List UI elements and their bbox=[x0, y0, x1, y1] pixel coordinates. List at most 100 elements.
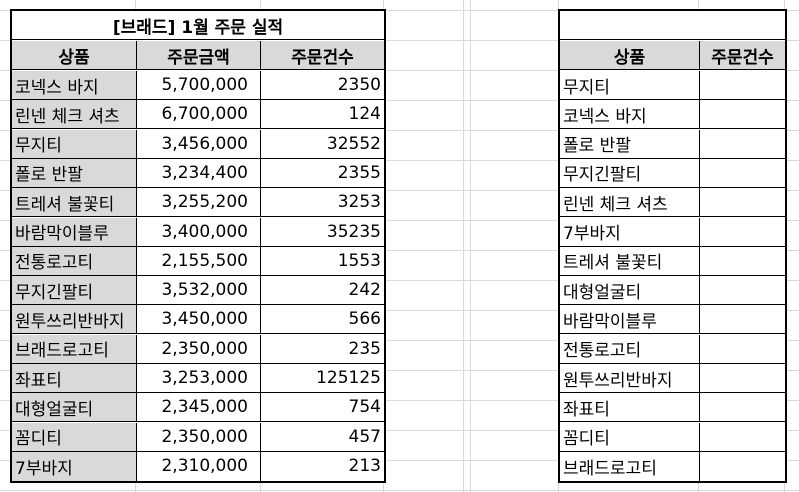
header-row: 상품 주문금액 주문건수 bbox=[12, 41, 384, 70]
table-row: 7부바지 2,310,000 213 bbox=[12, 451, 384, 481]
header-product[interactable]: 상품 bbox=[12, 41, 137, 70]
product-cell[interactable]: 대형얼굴티 bbox=[560, 276, 700, 306]
count-cell[interactable]: 1553 bbox=[261, 247, 384, 276]
count-cell[interactable]: 125125 bbox=[261, 364, 384, 393]
amount-cell[interactable]: 2,310,000 bbox=[137, 451, 261, 481]
count-cell[interactable]: 3253 bbox=[261, 188, 384, 218]
product-cell[interactable]: 트레셔 불꽃티 bbox=[560, 246, 700, 276]
product-cell[interactable]: 꼼디티 bbox=[560, 422, 700, 452]
product-cell[interactable]: 전통로고티 bbox=[560, 334, 700, 364]
table-row: 바람막이블루 3,400,000 35235 bbox=[12, 217, 384, 247]
count-cell[interactable] bbox=[700, 71, 785, 100]
product-cell[interactable]: 폴로 반팔 bbox=[12, 158, 137, 188]
count-cell[interactable] bbox=[700, 305, 785, 335]
amount-cell[interactable]: 2,155,500 bbox=[137, 246, 261, 276]
right-lookup-table: 상품 주문건수 무지티 코넥스 바지 폴로 반팔 무지긴팔티 린넨 체크 셔츠 7부바지 트… bbox=[558, 9, 787, 483]
product-cell[interactable]: 코넥스 바지 bbox=[560, 100, 700, 130]
table-title[interactable]: [브래드] 1월 주문 실적 bbox=[12, 11, 384, 40]
count-cell[interactable] bbox=[700, 423, 785, 452]
amount-cell[interactable]: 3,255,200 bbox=[137, 188, 261, 218]
product-cell[interactable]: 무지티 bbox=[560, 71, 700, 100]
product-cell[interactable]: 린넨 체크 셔츠 bbox=[560, 188, 700, 218]
table-row: 트레셔 불꽃티 bbox=[560, 246, 785, 276]
count-cell[interactable] bbox=[700, 364, 785, 393]
count-cell[interactable]: 754 bbox=[261, 393, 384, 423]
product-cell[interactable]: 무지긴팔티 bbox=[12, 276, 137, 306]
table-title-row: [브래드] 1월 주문 실적 bbox=[12, 11, 384, 40]
count-cell[interactable]: 2355 bbox=[261, 159, 384, 188]
count-cell[interactable] bbox=[700, 247, 785, 276]
count-cell[interactable]: 242 bbox=[261, 276, 384, 306]
product-cell[interactable]: 꼼디티 bbox=[12, 422, 137, 452]
table-row: 폴로 반팔 bbox=[560, 129, 785, 159]
empty-title-row bbox=[560, 11, 785, 40]
header-amount[interactable]: 주문금액 bbox=[137, 41, 261, 70]
header-product[interactable]: 상품 bbox=[560, 41, 700, 70]
product-cell[interactable]: 7부바지 bbox=[12, 451, 137, 481]
product-cell[interactable]: 브래드로고티 bbox=[12, 334, 137, 364]
count-cell[interactable] bbox=[700, 159, 785, 188]
count-cell[interactable]: 566 bbox=[261, 305, 384, 335]
table-row: 대형얼굴티 bbox=[560, 276, 785, 306]
count-cell[interactable]: 457 bbox=[261, 423, 384, 452]
table-row: 무지긴팔티 3,532,000 242 bbox=[12, 276, 384, 306]
header-count[interactable]: 주문건수 bbox=[261, 41, 384, 70]
amount-cell[interactable]: 3,400,000 bbox=[137, 217, 261, 247]
amount-cell[interactable]: 3,234,400 bbox=[137, 158, 261, 188]
amount-cell[interactable]: 3,450,000 bbox=[137, 305, 261, 335]
count-cell[interactable] bbox=[700, 452, 785, 481]
count-cell[interactable] bbox=[700, 218, 785, 247]
count-cell[interactable]: 124 bbox=[261, 100, 384, 130]
table-row: 전통로고티 bbox=[560, 334, 785, 364]
amount-cell[interactable]: 2,350,000 bbox=[137, 334, 261, 364]
product-cell[interactable]: 전통로고티 bbox=[12, 246, 137, 276]
amount-cell[interactable]: 2,350,000 bbox=[137, 422, 261, 452]
count-cell[interactable] bbox=[700, 393, 785, 423]
product-cell[interactable]: 코넥스 바지 bbox=[12, 71, 137, 100]
table-row: 폴로 반팔 3,234,400 2355 bbox=[12, 158, 384, 188]
table-row: 무지티 3,456,000 32552 bbox=[12, 129, 384, 159]
table-row: 좌표티 3,253,000 125125 bbox=[12, 364, 384, 393]
table-row: 코넥스 바지 bbox=[560, 100, 785, 130]
product-cell[interactable]: 바람막이블루 bbox=[12, 217, 137, 247]
count-cell[interactable]: 35235 bbox=[261, 218, 384, 247]
product-cell[interactable]: 바람막이블루 bbox=[560, 305, 700, 335]
product-cell[interactable]: 좌표티 bbox=[560, 393, 700, 423]
product-cell[interactable]: 트레셔 불꽃티 bbox=[12, 188, 137, 218]
product-cell[interactable]: 무지티 bbox=[12, 129, 137, 159]
count-cell[interactable]: 32552 bbox=[261, 130, 384, 159]
empty-title-cell[interactable] bbox=[560, 11, 785, 40]
product-cell[interactable]: 원투쓰리반바지 bbox=[12, 305, 137, 335]
count-cell[interactable]: 235 bbox=[261, 335, 384, 364]
count-cell[interactable] bbox=[700, 335, 785, 364]
product-cell[interactable]: 브래드로고티 bbox=[560, 451, 700, 481]
amount-cell[interactable]: 6,700,000 bbox=[137, 100, 261, 130]
table-row: 바람막이블루 bbox=[560, 305, 785, 335]
product-cell[interactable]: 좌표티 bbox=[12, 364, 137, 393]
product-cell[interactable]: 무지긴팔티 bbox=[560, 158, 700, 188]
count-cell[interactable]: 2350 bbox=[261, 71, 384, 100]
amount-cell[interactable]: 3,532,000 bbox=[137, 276, 261, 306]
count-cell[interactable] bbox=[700, 276, 785, 306]
product-cell[interactable]: 린넨 체크 셔츠 bbox=[12, 100, 137, 130]
amount-cell[interactable]: 5,700,000 bbox=[137, 71, 261, 100]
table-row: 린넨 체크 셔츠 bbox=[560, 188, 785, 218]
count-cell[interactable] bbox=[700, 188, 785, 218]
table-row: 전통로고티 2,155,500 1553 bbox=[12, 246, 384, 276]
table-row: 코넥스 바지 5,700,000 2350 bbox=[12, 71, 384, 100]
table-row: 브래드로고티 bbox=[560, 451, 785, 481]
product-cell[interactable]: 원투쓰리반바지 bbox=[560, 364, 700, 393]
table-row: 좌표티 bbox=[560, 393, 785, 423]
count-cell[interactable]: 213 bbox=[348, 456, 381, 477]
header-count[interactable]: 주문건수 bbox=[700, 41, 785, 70]
amount-cell[interactable]: 2,345,000 bbox=[137, 393, 261, 423]
product-cell[interactable]: 대형얼굴티 bbox=[12, 393, 137, 423]
count-cell[interactable] bbox=[700, 100, 785, 130]
product-cell[interactable]: 폴로 반팔 bbox=[560, 129, 700, 159]
amount-cell[interactable]: 3,253,000 bbox=[137, 364, 261, 393]
count-cell[interactable] bbox=[700, 130, 785, 159]
amount-cell[interactable]: 3,456,000 bbox=[137, 129, 261, 159]
table-row: 브래드로고티 2,350,000 235 bbox=[12, 334, 384, 364]
product-cell[interactable]: 7부바지 bbox=[560, 217, 700, 247]
table-row: 린넨 체크 셔츠 6,700,000 124 bbox=[12, 100, 384, 130]
